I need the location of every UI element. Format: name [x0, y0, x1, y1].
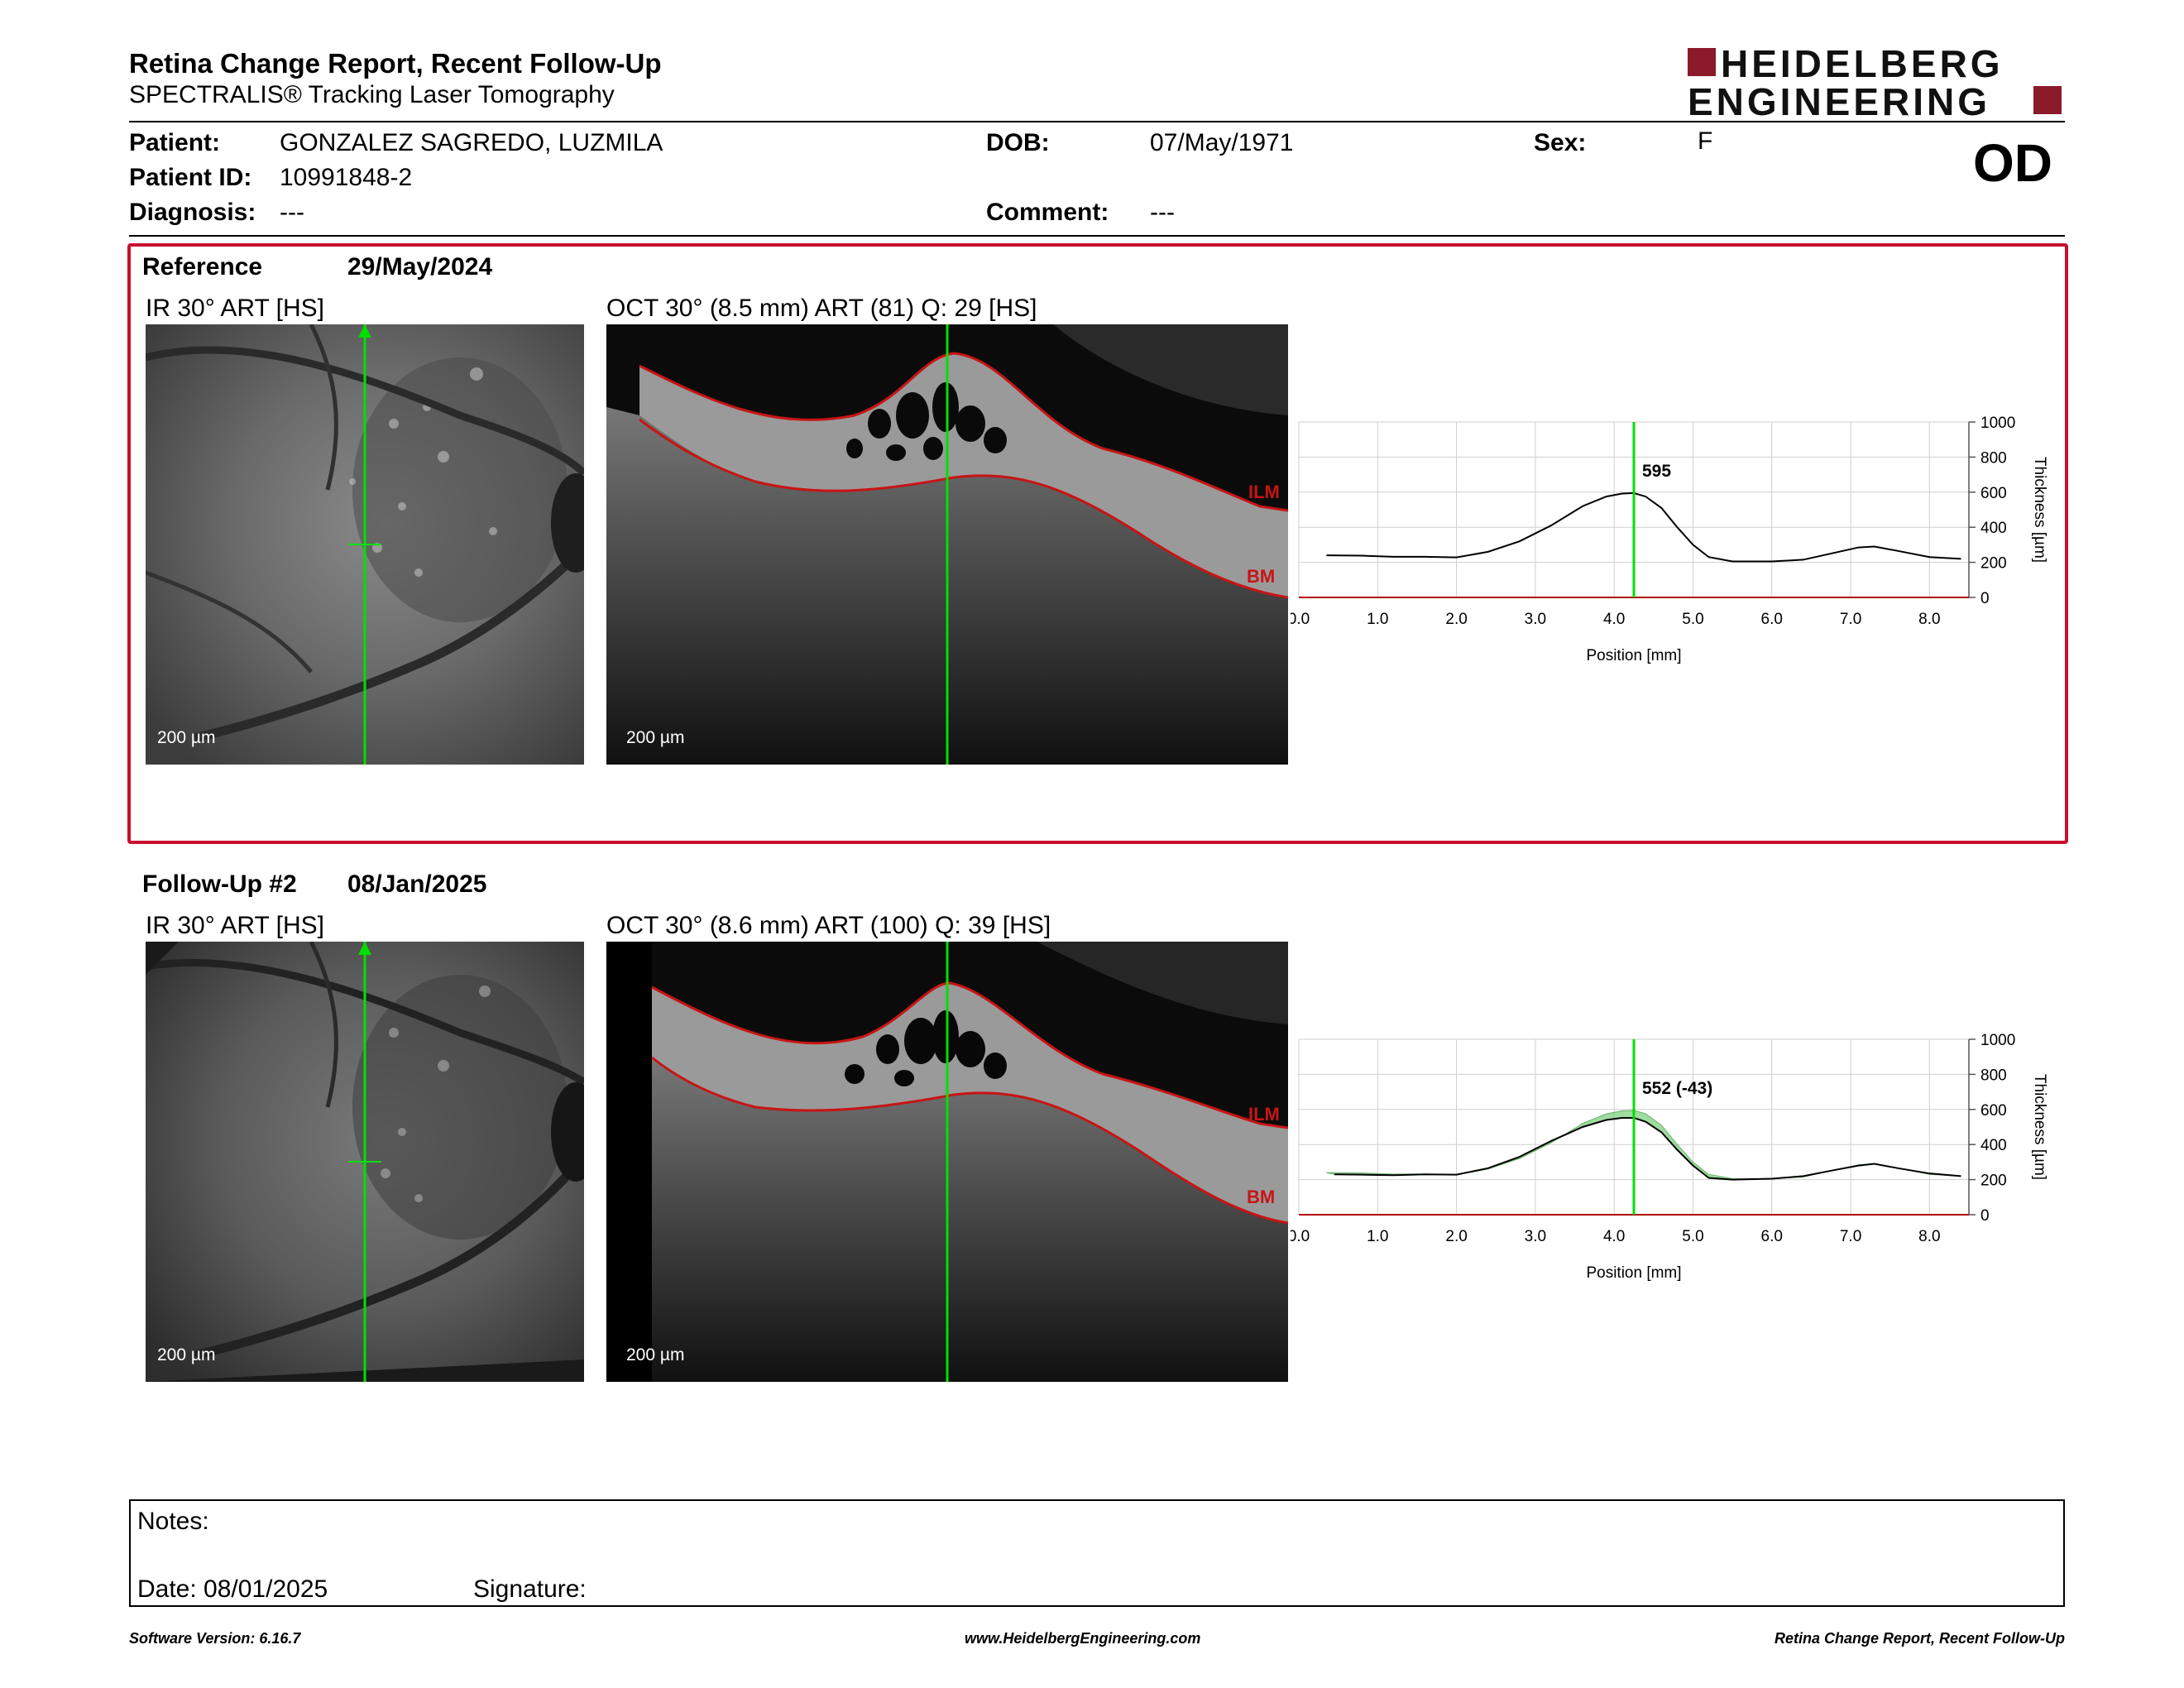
dob-value: 07/May/1971	[1150, 129, 1294, 156]
followup-oct-image: ILM BM 200 µm	[606, 942, 1288, 1382]
notes-label: Notes:	[137, 1508, 209, 1535]
diagnosis-value: ---	[280, 199, 304, 226]
followup-ir-caption: IR 30° ART [HS]	[146, 912, 324, 939]
y-tick-label: 200	[1980, 1172, 2007, 1190]
x-tick-label: 5.0	[1682, 1228, 1703, 1245]
x-axis-label: Position [mm]	[1586, 1264, 1681, 1282]
followup-ilm-label: ILM	[1248, 1104, 1280, 1125]
patient-id-label: Patient ID:	[129, 164, 252, 191]
notes-date: Date: 08/01/2025	[137, 1575, 328, 1603]
x-axis-label: Position [mm]	[1586, 647, 1681, 664]
reference-ir-fundus	[146, 324, 584, 765]
footer-report-name: Retina Change Report, Recent Follow-Up	[1774, 1630, 2065, 1647]
sex-value: F	[1698, 127, 1713, 155]
report-subtitle: SPECTRALIS® Tracking Laser Tomography	[129, 81, 615, 108]
patient-id: 10991848-2	[280, 164, 413, 191]
y-tick-label: 800	[1980, 449, 2007, 467]
marker-value-label: 595	[1642, 462, 1671, 481]
y-tick-label: 600	[1980, 1102, 2007, 1120]
notes-box: Notes: Date: 08/01/2025 Signature:	[129, 1499, 2065, 1607]
y-axis-label: Thickness [µm]	[2031, 1074, 2048, 1180]
reference-oct-image: ILM BM 200 µm	[606, 324, 1288, 765]
diagnosis-label: Diagnosis:	[129, 199, 256, 226]
x-tick-label: 3.0	[1525, 1228, 1546, 1245]
x-tick-label: 6.0	[1761, 1228, 1783, 1245]
x-tick-label: 4.0	[1603, 611, 1625, 628]
x-tick-label: 6.0	[1761, 611, 1783, 628]
followup-bm-label: BM	[1247, 1187, 1276, 1207]
reference-oct-scale: 200 µm	[626, 728, 685, 747]
followup-oct-caption: OCT 30° (8.6 mm) ART (100) Q: 39 [HS]	[606, 912, 1051, 939]
x-tick-label: 8.0	[1918, 611, 1940, 628]
comment-value: ---	[1150, 199, 1175, 226]
y-tick-label: 800	[1980, 1067, 2007, 1084]
x-tick-label: 8.0	[1918, 1228, 1940, 1245]
thickness-series-line	[1326, 492, 1961, 563]
followup-date: 08/Jan/2025	[347, 870, 487, 898]
reference-oct-bscan	[606, 324, 1288, 765]
x-tick-label: 5.0	[1682, 611, 1703, 628]
signature-label: Signature:	[473, 1575, 587, 1603]
marker-value-label: 552 (-43)	[1642, 1079, 1712, 1098]
x-tick-label: 2.0	[1445, 611, 1467, 628]
y-tick-label: 400	[1980, 1137, 2007, 1154]
followup-ir-scale: 200 µm	[157, 1345, 216, 1364]
sex-label: Sex:	[1534, 129, 1587, 156]
x-tick-label: 0.0	[1291, 1228, 1310, 1245]
logo-line2: ENGINEERING	[1688, 80, 1991, 123]
y-tick-label: 400	[1980, 520, 2007, 537]
x-tick-label: 7.0	[1840, 1228, 1861, 1245]
x-tick-label: 0.0	[1291, 611, 1310, 628]
report-title: Retina Change Report, Recent Follow-Up	[129, 48, 662, 79]
y-tick-label: 0	[1980, 590, 1990, 607]
reference-label: Reference	[142, 253, 263, 281]
reference-bm-label: BM	[1247, 566, 1276, 587]
followup-ir-image: 200 µm	[146, 942, 584, 1382]
reference-date: 29/May/2024	[347, 253, 493, 281]
x-tick-label: 2.0	[1445, 1228, 1467, 1245]
x-tick-label: 1.0	[1367, 1228, 1388, 1245]
footer-software-version: Software Version: 6.16.7	[129, 1630, 301, 1647]
reference-ilm-label: ILM	[1248, 482, 1280, 502]
patient-label: Patient:	[129, 129, 221, 156]
reference-ir-image: 200 µm	[146, 324, 584, 765]
dob-label: DOB:	[986, 129, 1050, 156]
x-tick-label: 1.0	[1367, 611, 1388, 628]
followup-oct-scale: 200 µm	[626, 1345, 685, 1364]
footer-website: www.HeidelbergEngineering.com	[965, 1630, 1201, 1647]
followup-ir-fundus	[146, 942, 584, 1382]
reference-oct-caption: OCT 30° (8.5 mm) ART (81) Q: 29 [HS]	[606, 295, 1037, 322]
y-tick-label: 600	[1980, 485, 2007, 502]
eye-indicator: OD	[1973, 133, 2052, 193]
followup-thickness-chart: 0.0 1.0 2.0 3.0 4.0 5.0 6.0 7.0 8.0 0 200 400 600 800…	[1291, 1032, 2048, 1282]
reference-thickness-chart: 0.0 1.0 2.0 3.0 4.0 5.0 6.0 7.0 8.0 0 200 400 600 800…	[1291, 415, 2048, 664]
followup-oct-bscan	[606, 942, 1288, 1382]
x-tick-label: 7.0	[1840, 611, 1861, 628]
y-tick-label: 1000	[1980, 415, 2015, 432]
y-tick-label: 1000	[1980, 1032, 2015, 1049]
y-tick-label: 200	[1980, 555, 2007, 573]
y-tick-label: 0	[1980, 1207, 1990, 1225]
x-tick-label: 4.0	[1603, 1228, 1625, 1245]
reference-ir-caption: IR 30° ART [HS]	[146, 295, 324, 322]
reference-ir-scale: 200 µm	[157, 728, 216, 747]
comment-label: Comment:	[986, 199, 1109, 226]
patient-name: GONZALEZ SAGREDO, LUZMILA	[280, 129, 663, 156]
reference-frame	[127, 243, 2068, 844]
y-axis-label: Thickness [µm]	[2031, 457, 2048, 563]
x-tick-label: 3.0	[1525, 611, 1546, 628]
thickness-series-line	[1334, 1116, 1961, 1181]
logo-line1: HEIDELBERG	[1721, 42, 2004, 85]
followup-label: Follow-Up #2	[142, 870, 297, 898]
